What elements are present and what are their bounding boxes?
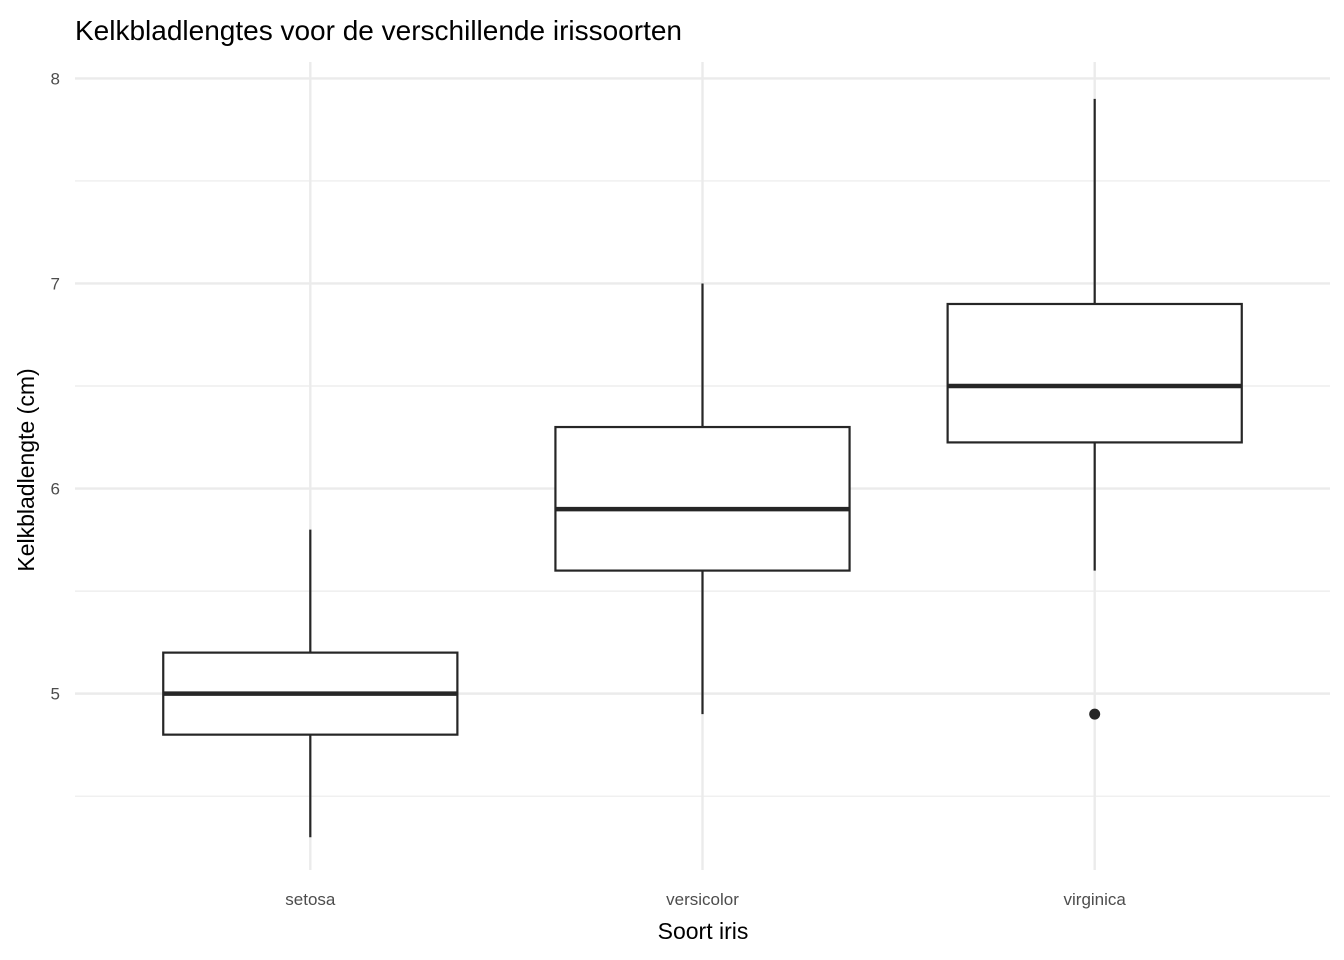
outlier-point (1089, 708, 1101, 720)
y-tick-label: 8 (51, 69, 60, 88)
y-axis-ticks: 5 6 7 8 (51, 69, 60, 703)
y-axis-label: Kelkbladlengte (cm) (13, 368, 39, 571)
y-tick-label: 5 (51, 685, 60, 704)
box-virginica (946, 98, 1243, 720)
box-setosa (162, 529, 459, 838)
box-iqr (554, 425, 851, 572)
box-versicolor (554, 283, 851, 715)
y-tick-label: 6 (51, 480, 60, 499)
x-axis-ticks: setosa versicolor virginica (285, 890, 1126, 909)
box-iqr (946, 302, 1243, 444)
y-tick-label: 7 (51, 274, 60, 293)
x-axis-label: Soort iris (658, 918, 749, 944)
x-tick-label: virginica (1064, 890, 1127, 909)
boxes (162, 98, 1243, 838)
x-tick-label: setosa (285, 890, 336, 909)
chart-title: Kelkbladlengtes voor de verschillende ir… (75, 15, 682, 46)
x-tick-label: versicolor (666, 890, 739, 909)
